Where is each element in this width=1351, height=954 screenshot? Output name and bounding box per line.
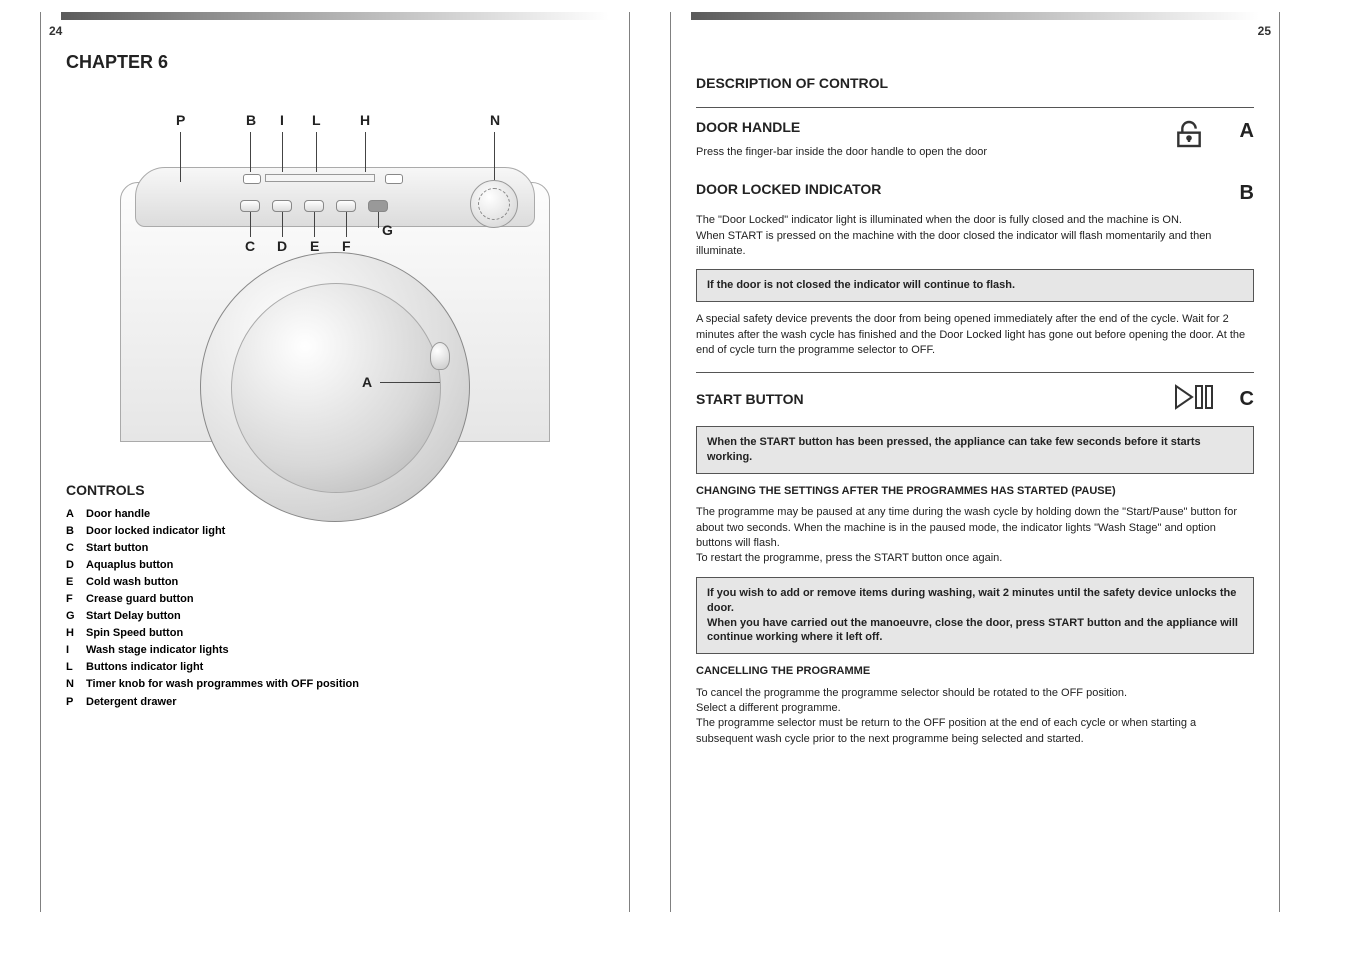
start-highlight2: If you wish to add or remove items durin… [696,577,1254,654]
washer-door [200,252,470,522]
door-locked-highlight: If the door is not closed the indicator … [696,269,1254,302]
letter-a: A [1224,118,1254,145]
top-gradient-bar [61,12,609,20]
door-locked-header: DOOR LOCKED INDICATOR B [696,180,1254,207]
control-row: FCrease guard button [66,591,604,608]
description-heading: DESCRIPTION OF CONTROL [696,74,1254,93]
divider [696,372,1254,373]
pointer-label-f: F [342,238,351,254]
door-handle-section: DOOR HANDLE Press the finger-bar inside … [696,118,1254,166]
right-content: DESCRIPTION OF CONTROL DOOR HANDLE Press… [696,62,1254,753]
pointer [250,212,251,237]
programme-dial [470,180,518,228]
pointer-label-l: L [312,112,321,128]
control-row: GStart Delay button [66,608,604,625]
page-number-left: 24 [49,24,62,38]
pointer-label-b: B [246,112,256,128]
control-row: DAquaplus button [66,557,604,574]
panel-btn [272,200,292,212]
washer-door-glass [231,283,441,493]
start-button-header: START BUTTON C [696,383,1254,416]
play-pause-icon [1164,383,1224,416]
panel-btn [336,200,356,212]
divider [696,107,1254,108]
letter-c: C [1224,386,1254,413]
pointer [250,132,251,172]
panel-btn [240,200,260,212]
pause-body: The programme may be paused at any time … [696,505,1254,567]
control-row: BDoor locked indicator light [66,523,604,540]
controls-list: ADoor handle BDoor locked indicator ligh… [66,506,604,711]
control-row: PDetergent drawer [66,694,604,711]
door-handle-body: Press the finger-bar inside the door han… [696,145,1154,160]
pointer-label-h: H [360,112,370,128]
control-row: IWash stage indicator lights [66,642,604,659]
control-row: CStart button [66,540,604,557]
page-left: 24 CHAPTER 6 P B [40,12,630,912]
door-handle-title: DOOR HANDLE [696,118,1154,137]
pointer [314,212,315,237]
cancel-subheading: CANCELLING THE PROGRAMME [696,664,1254,679]
washing-machine-illustration: P B I L H N C D E F G A [100,92,570,442]
pointer [494,132,495,180]
control-row: LButtons indicator light [66,659,604,676]
door-locked-body1: The "Door Locked" indicator light is ill… [696,213,1254,259]
pointer-label-c: C [245,238,255,254]
panel-btn [304,200,324,212]
pointer [380,382,440,383]
pointer-label-p: P [176,112,185,128]
control-row: ADoor handle [66,506,604,523]
pointer-label-i: I [280,112,284,128]
led-strip [265,174,375,182]
control-row: ECold wash button [66,574,604,591]
pointer-label-a: A [362,374,372,390]
top-gradient-bar [691,12,1259,20]
washer-door-handle [430,342,450,370]
left-content: P B I L H N C D E F G A [66,92,604,711]
pointer [180,132,181,182]
pointer [346,212,347,237]
panel-btn [243,174,261,184]
control-row: NTimer knob for wash programmes with OFF… [66,676,604,693]
start-button-title: START BUTTON [696,390,1164,409]
door-locked-body2: A special safety device prevents the doo… [696,312,1254,358]
page-right: 25 DESCRIPTION OF CONTROL DOOR HANDLE Pr… [670,12,1280,912]
pointer-label-n: N [490,112,500,128]
panel-btn [368,200,388,212]
control-row: HSpin Speed button [66,625,604,642]
door-locked-title: DOOR LOCKED INDICATOR [696,180,1224,199]
pointer [378,212,379,228]
letter-b: B [1224,180,1254,207]
pointer [316,132,317,172]
pointer [282,212,283,237]
pointer [282,132,283,172]
pointer [365,132,366,172]
pointer-label-d: D [277,238,287,254]
chapter-heading: CHAPTER 6 [66,52,168,73]
cancel-body: To cancel the programme the programme se… [696,686,1254,748]
panel-btn [385,174,403,184]
pointer-label-g: G [382,222,393,238]
pointer-label-e: E [310,238,319,254]
pause-subheading: CHANGING THE SETTINGS AFTER THE PROGRAMM… [696,484,1254,499]
page-number-right: 25 [1258,24,1271,38]
start-highlight1: When the START button has been pressed, … [696,426,1254,474]
lock-icon [1154,118,1224,155]
